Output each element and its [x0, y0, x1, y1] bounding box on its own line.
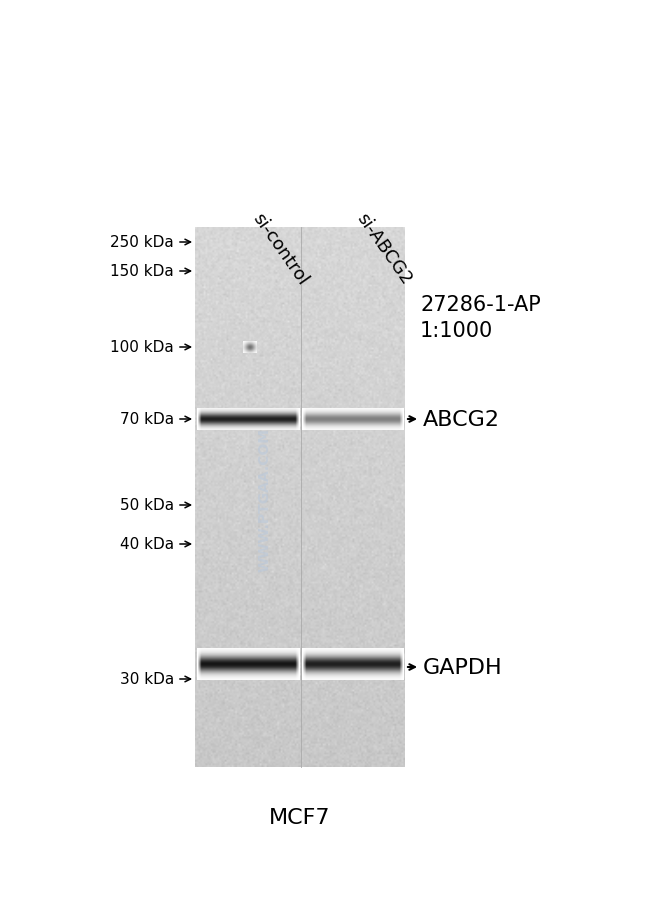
- Text: si-ABCG2: si-ABCG2: [353, 209, 415, 288]
- Text: 30 kDa: 30 kDa: [120, 672, 174, 686]
- Text: ABCG2: ABCG2: [423, 410, 500, 429]
- Text: 50 kDa: 50 kDa: [120, 498, 174, 513]
- Text: WWW.PTGAA.COM: WWW.PTGAA.COM: [258, 428, 272, 571]
- Text: si-control: si-control: [249, 209, 311, 288]
- Text: 70 kDa: 70 kDa: [120, 412, 174, 427]
- Text: GAPDH: GAPDH: [423, 658, 502, 677]
- Text: 27286-1-AP
1:1000: 27286-1-AP 1:1000: [420, 295, 541, 341]
- Text: 40 kDa: 40 kDa: [120, 537, 174, 552]
- Text: 150 kDa: 150 kDa: [110, 264, 174, 280]
- Text: MCF7: MCF7: [269, 807, 331, 827]
- Text: 100 kDa: 100 kDa: [110, 340, 174, 355]
- Text: 250 kDa: 250 kDa: [110, 235, 174, 250]
